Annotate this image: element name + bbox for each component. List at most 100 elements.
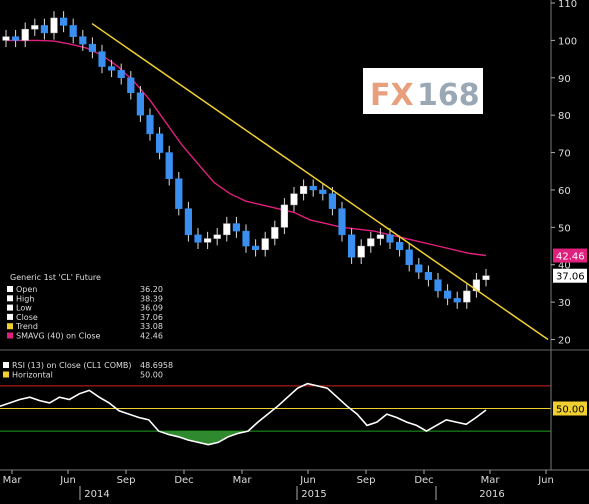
candle-body xyxy=(328,193,337,209)
price-legend: Generic 1st 'CL' Future Open 36.20 High 38.… xyxy=(2,271,220,345)
rsi-label-text: 50.00 xyxy=(556,405,585,416)
price-label-text: 42.46 xyxy=(556,252,585,263)
watermark-168: 168 xyxy=(417,78,480,113)
candle-body xyxy=(107,66,116,71)
price-label-box xyxy=(553,248,587,263)
rsi-legend: RSI (13) on Close (CL1 COMB) 48.6958 Horiz… xyxy=(3,361,173,380)
x-tick-label: Mar xyxy=(3,475,23,486)
candle-body xyxy=(251,245,260,251)
legend-value: 42.46 xyxy=(140,332,163,341)
x-tick-label: Jun xyxy=(537,475,554,486)
rsi-legend-label: Horizontal xyxy=(12,371,53,380)
candle-body xyxy=(357,245,365,258)
legend-label: Open xyxy=(16,285,37,294)
candle-body xyxy=(223,223,231,236)
candle-body xyxy=(117,70,125,79)
legend-label: Low xyxy=(16,304,32,313)
candle-body xyxy=(127,77,135,93)
candle-body xyxy=(376,234,385,239)
candle-body xyxy=(136,92,145,116)
legend-label: High xyxy=(16,294,34,303)
legend-title: Generic 1st 'CL' Future xyxy=(10,273,101,282)
candle-body xyxy=(338,208,346,236)
candle-body xyxy=(424,271,433,280)
candle-body xyxy=(203,238,212,243)
rsi-line xyxy=(0,382,487,446)
candle-body xyxy=(271,227,279,239)
x-tick-label: Sep xyxy=(117,475,136,486)
legend-swatch xyxy=(7,332,13,339)
x-tick-label: Sep xyxy=(357,475,376,486)
rsi-oversold-area xyxy=(158,431,248,445)
price-y-tick-label: 90 xyxy=(558,74,571,85)
candle-body xyxy=(261,238,269,251)
candle-body xyxy=(194,234,202,243)
rsi-legend-swatch xyxy=(3,362,9,368)
candle-body xyxy=(232,223,241,232)
legend-value: 38.39 xyxy=(140,294,163,303)
rsi-legend-value: 48.6958 xyxy=(140,361,173,370)
x-year-label: 2016 xyxy=(479,489,504,500)
candle-body xyxy=(299,185,308,194)
price-y-tick-label: 30 xyxy=(558,298,571,309)
watermark-fx: FX xyxy=(370,78,414,113)
candle-body xyxy=(88,43,97,52)
legend-label: Close xyxy=(16,313,38,322)
candle-body xyxy=(242,230,250,247)
candle-body xyxy=(69,25,77,37)
candle-body xyxy=(415,264,423,273)
rsi-legend-swatch xyxy=(3,371,9,378)
candle-body xyxy=(40,25,49,34)
legend-value: 33.08 xyxy=(140,322,163,331)
candle-body xyxy=(395,242,404,251)
candle-body xyxy=(31,25,39,30)
candle-body xyxy=(98,51,106,67)
price-label-text: 37.06 xyxy=(556,272,585,283)
candle-body xyxy=(290,193,298,206)
rsi-series-line xyxy=(0,382,487,446)
rsi-labels: 50.00 xyxy=(553,401,587,416)
candle-body xyxy=(50,17,58,34)
candle-body xyxy=(79,36,87,45)
candle-body xyxy=(434,279,442,292)
legend-swatch xyxy=(7,313,13,320)
candle-body xyxy=(213,234,221,239)
sma-layer xyxy=(6,39,487,257)
price-y-tick-label: 80 xyxy=(558,111,571,122)
price-y-axis: 20 30 40 50 60 70 80 90 100 110 xyxy=(550,0,577,350)
x-tick-label: Dec xyxy=(174,475,193,486)
legend-value: 36.20 xyxy=(140,285,163,294)
candle-body xyxy=(472,279,481,292)
x-tick-label: Jun xyxy=(59,475,76,486)
price-y-tick-label: 40 xyxy=(558,261,571,272)
legend-swatch xyxy=(7,286,13,292)
candle-body xyxy=(175,178,183,209)
legend-label: SMAVG (40) on Close xyxy=(16,332,101,341)
candle-body xyxy=(463,290,471,303)
candle-body xyxy=(11,36,20,41)
legend-swatch xyxy=(7,295,13,302)
candles xyxy=(2,11,490,309)
x-year-label: 2014 xyxy=(84,489,109,500)
legend-value: 36.09 xyxy=(140,304,163,313)
trend-layer xyxy=(91,22,549,341)
candle-body xyxy=(405,249,413,265)
candle-body xyxy=(367,238,375,247)
candle-body xyxy=(184,208,193,236)
price-label-box xyxy=(553,268,587,283)
rsi-panel: RSI (13) on Close (CL1 COMB) 48.6958 Horiz… xyxy=(0,350,587,470)
rsi-legend-value: 50.00 xyxy=(140,371,163,380)
price-y-tick-label: 110 xyxy=(558,0,577,10)
candle-body xyxy=(453,298,461,303)
price-y-tick-label: 70 xyxy=(558,149,571,160)
candle-body xyxy=(319,189,327,194)
price-y-tick-label: 60 xyxy=(558,186,571,197)
x-tick-label: Jun xyxy=(299,475,316,486)
rsi-legend-label: RSI (13) on Close (CL1 COMB) xyxy=(12,361,132,370)
rsi-label-box xyxy=(553,401,587,416)
candle-body xyxy=(146,114,154,135)
legend-label: Trend xyxy=(15,322,38,331)
candle-body xyxy=(165,152,173,179)
